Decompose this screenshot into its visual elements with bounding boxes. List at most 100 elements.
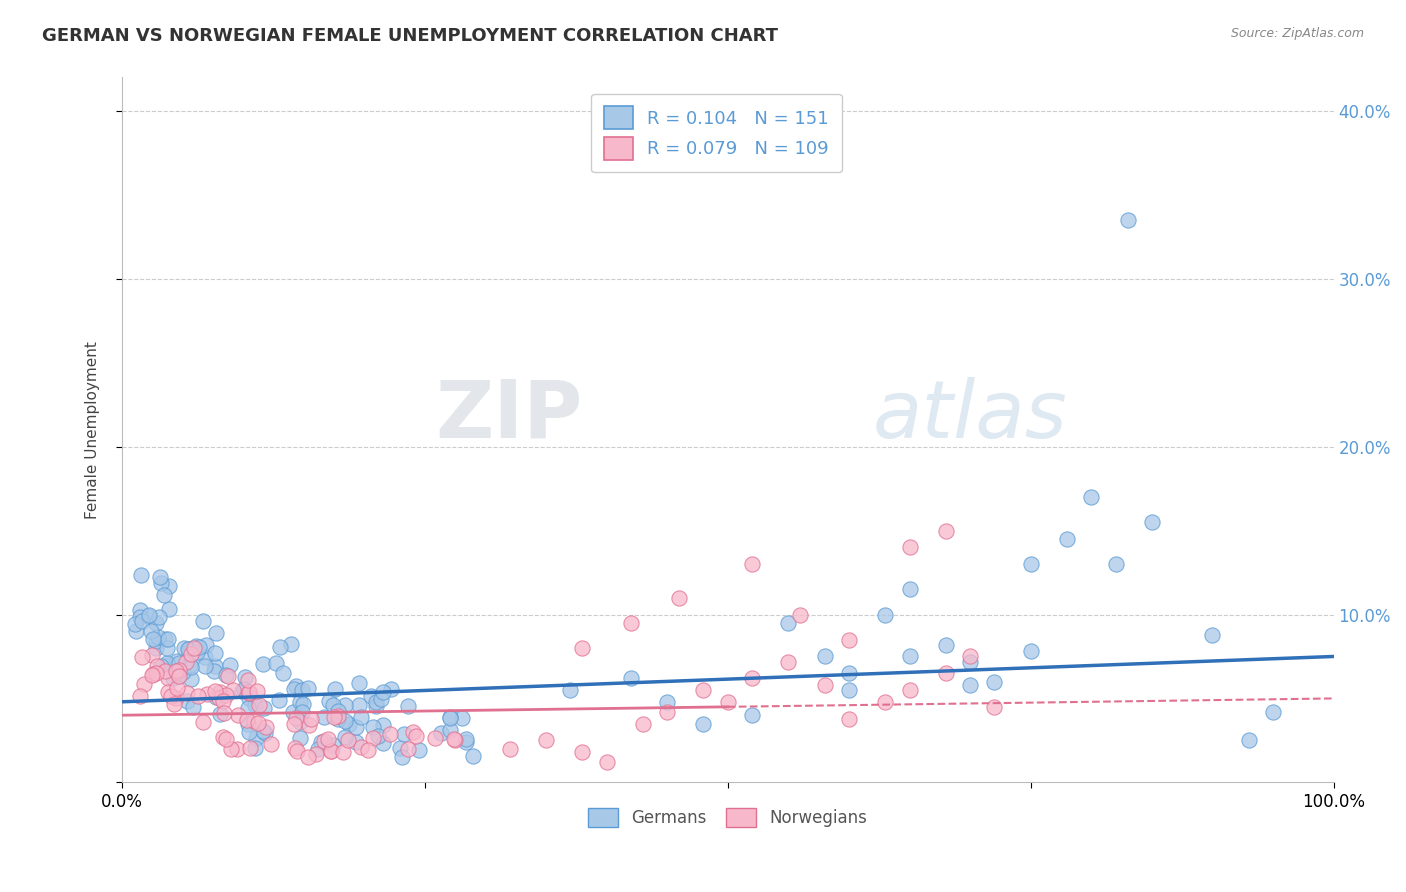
Point bbox=[319, 744, 342, 758]
Point bbox=[370, 691, 392, 706]
Point bbox=[145, 640, 167, 655]
Point bbox=[692, 716, 714, 731]
Point bbox=[655, 705, 678, 719]
Point bbox=[373, 718, 395, 732]
Point bbox=[741, 557, 763, 571]
Point bbox=[444, 732, 467, 747]
Point bbox=[218, 658, 240, 673]
Point bbox=[214, 668, 236, 682]
Point bbox=[361, 731, 384, 745]
Point bbox=[208, 685, 231, 699]
Text: ZIP: ZIP bbox=[434, 376, 582, 455]
Point bbox=[439, 710, 461, 724]
Point bbox=[280, 637, 302, 651]
Point bbox=[142, 632, 165, 647]
Point bbox=[875, 607, 897, 622]
Point bbox=[245, 731, 267, 745]
Point bbox=[898, 649, 921, 664]
Point bbox=[283, 682, 305, 697]
Point bbox=[571, 745, 593, 759]
Point bbox=[187, 689, 209, 703]
Point bbox=[153, 588, 176, 602]
Point bbox=[247, 715, 270, 730]
Point bbox=[595, 755, 617, 769]
Point bbox=[165, 690, 187, 705]
Point bbox=[226, 742, 249, 756]
Point bbox=[176, 694, 198, 708]
Point bbox=[959, 649, 981, 664]
Point bbox=[336, 732, 359, 747]
Point bbox=[157, 684, 180, 698]
Point bbox=[269, 693, 291, 707]
Point bbox=[177, 642, 200, 657]
Point bbox=[456, 732, 478, 747]
Point bbox=[620, 671, 643, 685]
Point bbox=[155, 632, 177, 646]
Point bbox=[347, 676, 370, 690]
Point bbox=[204, 647, 226, 661]
Point bbox=[166, 681, 188, 696]
Point bbox=[188, 640, 211, 655]
Point bbox=[360, 690, 382, 704]
Point bbox=[283, 717, 305, 731]
Point bbox=[288, 731, 311, 745]
Point bbox=[318, 694, 340, 708]
Point bbox=[269, 640, 291, 655]
Point bbox=[148, 610, 170, 624]
Point bbox=[157, 579, 180, 593]
Point bbox=[309, 735, 332, 749]
Point bbox=[1237, 733, 1260, 747]
Point bbox=[305, 747, 328, 761]
Point bbox=[141, 648, 163, 662]
Point bbox=[149, 576, 172, 591]
Point bbox=[181, 699, 204, 714]
Point bbox=[165, 664, 187, 678]
Point bbox=[252, 657, 274, 671]
Point bbox=[322, 698, 344, 712]
Point bbox=[238, 685, 260, 699]
Point bbox=[156, 640, 179, 655]
Point bbox=[138, 608, 160, 623]
Point bbox=[208, 691, 231, 706]
Point bbox=[176, 686, 198, 700]
Point bbox=[1056, 532, 1078, 546]
Point bbox=[228, 708, 250, 723]
Point bbox=[266, 656, 288, 670]
Point bbox=[560, 683, 582, 698]
Point bbox=[935, 666, 957, 681]
Point bbox=[205, 625, 228, 640]
Point bbox=[439, 723, 461, 737]
Point bbox=[238, 701, 260, 715]
Point bbox=[778, 655, 800, 669]
Point bbox=[297, 749, 319, 764]
Point bbox=[631, 716, 654, 731]
Point bbox=[252, 723, 274, 738]
Point bbox=[128, 602, 150, 616]
Point bbox=[253, 726, 276, 740]
Point bbox=[875, 695, 897, 709]
Point bbox=[205, 690, 228, 704]
Point bbox=[498, 741, 520, 756]
Point bbox=[239, 741, 262, 756]
Point bbox=[316, 731, 339, 746]
Point bbox=[253, 701, 276, 715]
Point bbox=[814, 678, 837, 692]
Point bbox=[357, 743, 380, 757]
Point bbox=[380, 682, 402, 697]
Point bbox=[146, 658, 169, 673]
Point bbox=[219, 742, 242, 756]
Point bbox=[139, 624, 162, 638]
Point bbox=[1116, 213, 1139, 227]
Point bbox=[162, 671, 184, 685]
Point bbox=[741, 708, 763, 723]
Point bbox=[131, 614, 153, 628]
Point bbox=[247, 698, 270, 712]
Point bbox=[1019, 644, 1042, 658]
Point bbox=[202, 664, 225, 678]
Point bbox=[167, 663, 190, 677]
Point bbox=[191, 715, 214, 730]
Point bbox=[156, 656, 179, 670]
Point bbox=[1080, 490, 1102, 504]
Point bbox=[157, 632, 180, 647]
Point bbox=[204, 658, 226, 673]
